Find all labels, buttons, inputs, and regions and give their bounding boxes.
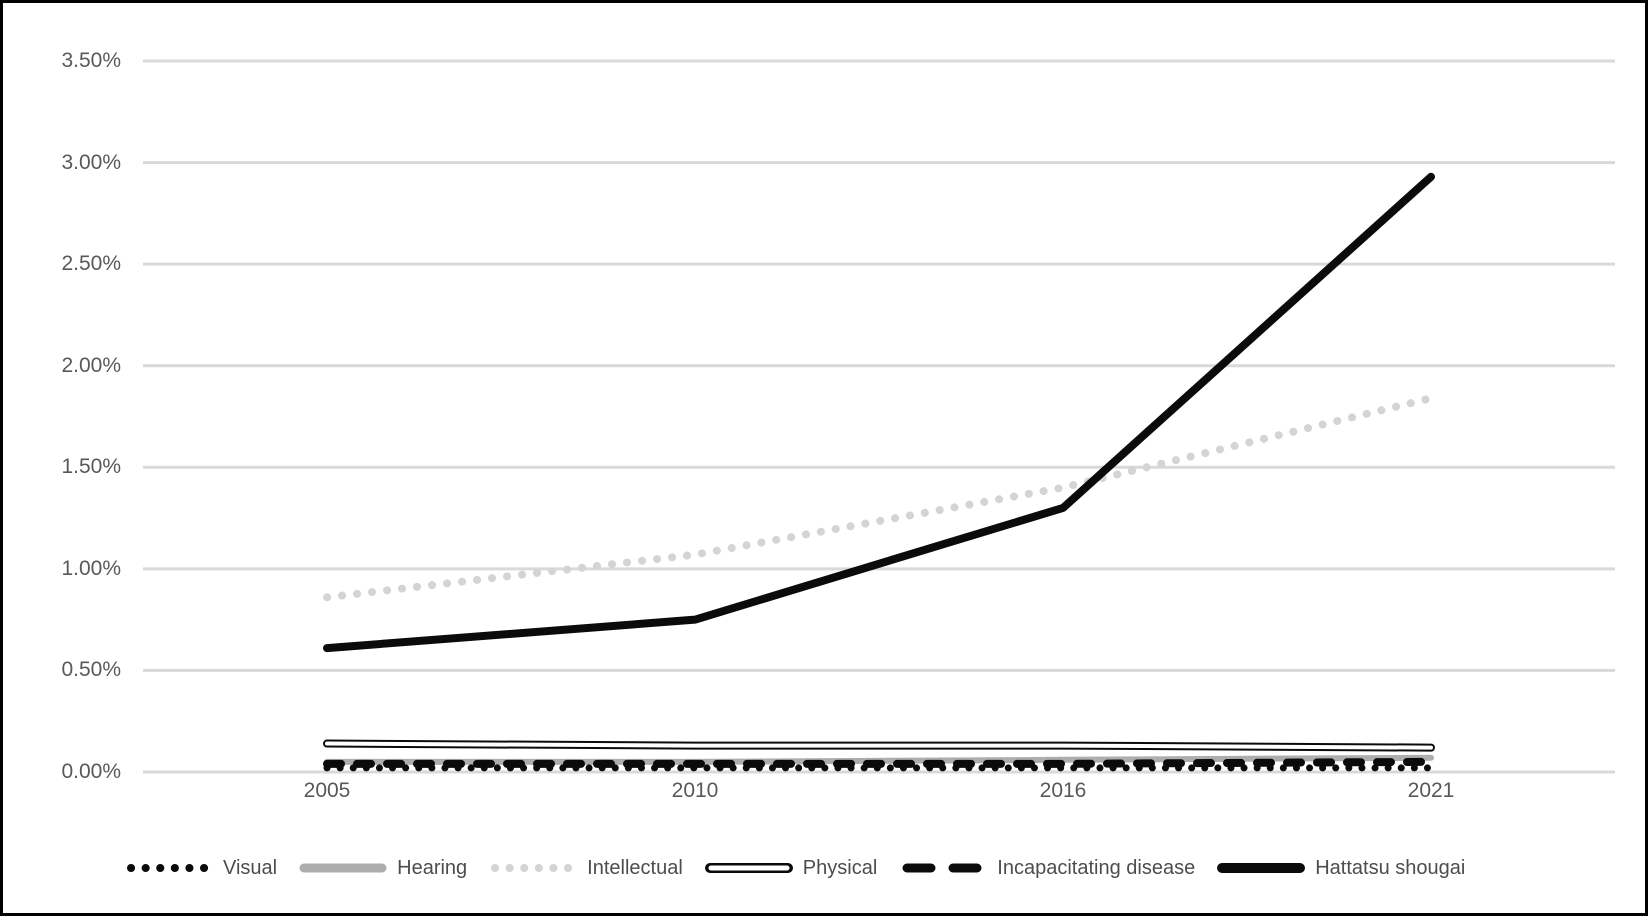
legend-swatch-hattatsu-shougai xyxy=(1217,863,1306,873)
y-tick-label: 2.00% xyxy=(61,353,121,377)
line-chart-canvas xyxy=(143,59,1615,774)
legend-swatch-visual xyxy=(127,864,213,872)
x-tick-label: 2021 xyxy=(1407,779,1455,802)
y-tick-label: 0.00% xyxy=(61,760,121,783)
legend-item-intellectual: Intellectual xyxy=(489,857,683,880)
legend-item-visual: Visual xyxy=(125,857,277,880)
series-hattatsu-shougai xyxy=(323,172,1435,653)
series-incapacitating-disease xyxy=(323,757,1435,768)
legend-swatch-hearing xyxy=(299,863,387,873)
y-tick-label: 1.50% xyxy=(61,455,121,479)
chart-legend: Visual Hearing Intellectual Physical Incapac… xyxy=(125,852,1465,884)
x-tick-label: 2016 xyxy=(1039,779,1087,802)
series-physical xyxy=(325,741,1433,750)
legend-label-hattatsu-shougai: Hattatsu shougai xyxy=(1315,856,1466,879)
y-tick-label: 1.00% xyxy=(61,556,121,580)
legend-label-hearing: Hearing xyxy=(397,856,468,879)
y-tick-label: 3.00% xyxy=(61,150,121,174)
legend-swatch-physical xyxy=(704,863,793,873)
legend-item-incapacitating-disease: Incapacitating disease xyxy=(899,857,1195,880)
legend-label-incapacitating-disease: Incapacitating disease xyxy=(997,856,1196,879)
y-tick-label: 2.50% xyxy=(61,252,121,276)
legend-label-visual: Visual xyxy=(223,856,278,879)
legend-label-physical: Physical xyxy=(802,856,878,879)
legend-swatch-intellectual xyxy=(491,864,578,872)
series-intellectual xyxy=(323,394,1435,602)
x-tick-label: 2005 xyxy=(303,779,351,802)
legend-item-hearing: Hearing xyxy=(299,857,467,880)
legend-label-intellectual: Intellectual xyxy=(587,856,683,879)
x-tick-label: 2010 xyxy=(671,779,719,802)
legend-item-physical: Physical xyxy=(704,856,878,880)
legend-swatch-incapacitating-disease xyxy=(902,863,986,873)
y-tick-label: 3.50% xyxy=(61,49,121,72)
y-tick-label: 0.50% xyxy=(61,658,121,682)
legend-item-hattatsu-shougai: Hattatsu shougai xyxy=(1217,857,1465,880)
